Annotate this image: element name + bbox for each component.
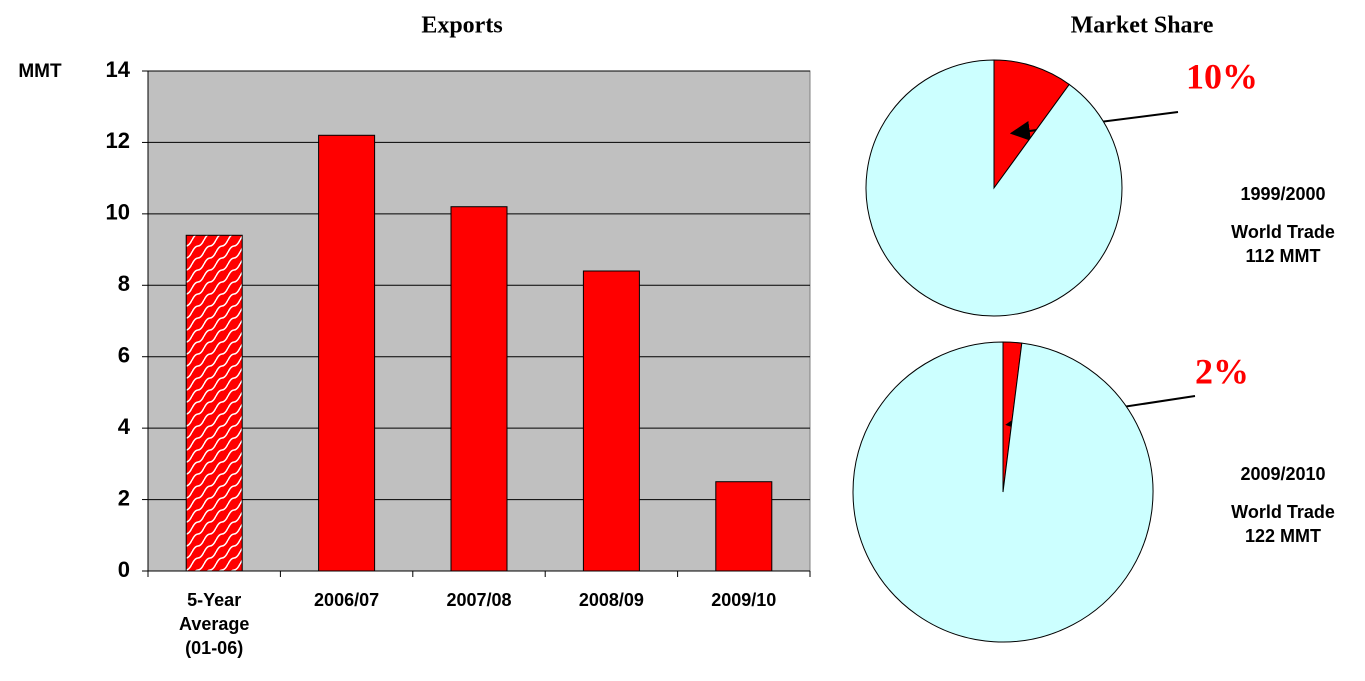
pie-note: World Trade 122 MMT [1231, 502, 1335, 546]
y-tick-label: 12 [106, 128, 130, 153]
y-tick-label: 0 [118, 557, 130, 582]
bar [318, 134, 376, 572]
x-tick-label: 2007/08 [446, 590, 512, 610]
pie-slice [852, 341, 1154, 643]
y-axis-label: MMT [18, 61, 62, 82]
bar [582, 270, 640, 572]
pie-title: Market Share [1071, 13, 1214, 39]
x-tick-label: 2008/09 [578, 590, 644, 610]
pie-period: 1999/2000 [1240, 184, 1326, 204]
y-tick-label: 8 [118, 271, 130, 296]
y-tick-label: 2 [118, 485, 130, 510]
bar [185, 234, 243, 572]
y-tick-label: 10 [106, 200, 130, 225]
y-tick-label: 14 [106, 57, 131, 82]
pie-note: World Trade 112 MMT [1231, 222, 1335, 266]
pie-period: 2009/2010 [1240, 464, 1326, 484]
pie-slice [865, 59, 1123, 317]
x-tick-label: 2006/07 [314, 590, 380, 610]
x-tick-label: 2009/10 [711, 590, 777, 610]
y-tick-label: 6 [118, 343, 130, 368]
bar-title: Exports [421, 13, 502, 39]
bar [450, 206, 508, 572]
data-label: 2% [1195, 351, 1249, 391]
pie-slice [993, 59, 1070, 190]
data-label: 10% [1186, 56, 1258, 96]
bar [715, 481, 773, 572]
y-tick-label: 4 [118, 414, 131, 439]
x-tick-label: 5-Year Average (01-06) [179, 590, 250, 658]
